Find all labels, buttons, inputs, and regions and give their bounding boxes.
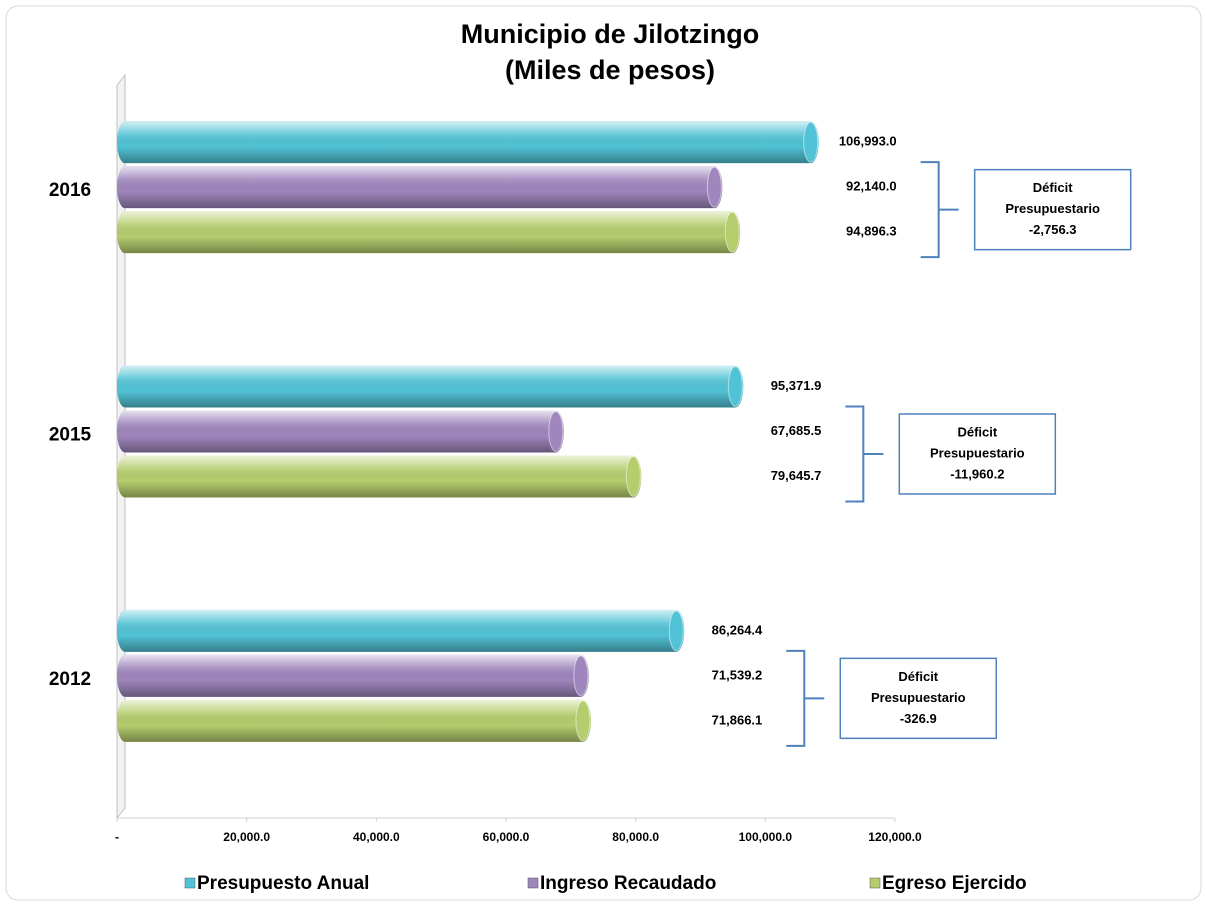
bar-shine	[117, 211, 741, 254]
annotation-text: Déficit	[898, 669, 938, 684]
bar-cap	[625, 456, 641, 497]
bar-shine	[117, 699, 591, 742]
bar-cap	[573, 655, 589, 697]
bar	[117, 654, 589, 697]
annotation-text: -326.9	[900, 711, 937, 726]
annotation-box	[973, 168, 1132, 251]
x-tick-label: -	[115, 830, 119, 844]
annotation-text: Déficit	[1033, 180, 1073, 195]
bar-shine	[117, 121, 819, 164]
chart-title: Municipio de Jilotzingo	[461, 19, 759, 49]
legend-swatch	[869, 877, 881, 889]
data-label: 106,993.0	[839, 134, 897, 149]
x-tick-label: 40,000.0	[353, 830, 400, 844]
annotation-text: -2,756.3	[1029, 222, 1077, 237]
bar	[117, 211, 741, 254]
x-tick-label: 120,000.0	[868, 830, 922, 844]
data-label: 92,140.0	[846, 179, 897, 194]
bracket	[786, 649, 825, 747]
bar-shine	[117, 410, 564, 453]
bar-cap	[727, 366, 743, 407]
annotation-text: -11,960.2	[950, 466, 1004, 481]
bar-cap	[803, 121, 819, 163]
bracket	[920, 161, 959, 259]
data-label: 79,645.7	[771, 468, 822, 483]
annotation-text: Presupuestario	[1005, 201, 1100, 216]
bar-shine	[117, 609, 685, 652]
data-label: 94,896.3	[846, 224, 897, 239]
legend-label: Ingreso Recaudado	[540, 873, 716, 894]
annotation-text: Presupuestario	[930, 445, 1025, 460]
data-label: 71,539.2	[712, 667, 763, 682]
legend-label: Egreso Ejercido	[882, 873, 1027, 894]
y-tick-label: 2016	[49, 180, 91, 201]
annotation-box	[839, 657, 998, 740]
bar	[117, 121, 819, 164]
bar-shine	[117, 365, 744, 408]
bar-shine	[117, 654, 589, 697]
annotation-box	[898, 413, 1057, 495]
chart-subtitle: (Miles de pesos)	[505, 55, 715, 85]
legend-swatch	[184, 877, 196, 889]
x-tick-label: 20,000.0	[223, 830, 270, 844]
data-label: 71,866.1	[712, 712, 763, 727]
legend-label: Presupuesto Anual	[197, 873, 369, 894]
bar-cap	[706, 166, 722, 208]
bar	[117, 455, 642, 498]
bar-shine	[117, 166, 723, 209]
bar	[117, 699, 591, 742]
legend-swatch	[527, 877, 539, 889]
x-tick-label: 100,000.0	[739, 830, 793, 844]
bar	[117, 410, 564, 453]
bar-cap	[668, 610, 684, 652]
y-tick-label: 2012	[49, 669, 91, 690]
data-label: 95,371.9	[771, 378, 822, 393]
bar	[117, 166, 723, 209]
bar-cap	[548, 411, 564, 452]
data-label: 86,264.4	[712, 622, 763, 637]
x-tick-label: 80,000.0	[612, 830, 659, 844]
bar-shine	[117, 455, 642, 498]
bar-cap	[724, 211, 740, 253]
bar	[117, 365, 744, 408]
bar-cap	[575, 700, 591, 742]
x-tick-label: 60,000.0	[483, 830, 530, 844]
annotation-text: Presupuestario	[871, 690, 966, 705]
data-label: 67,685.5	[771, 423, 822, 438]
y-tick-label: 2015	[49, 425, 92, 446]
annotation-text: Déficit	[957, 424, 997, 439]
bar	[117, 609, 685, 652]
bracket	[845, 405, 884, 503]
